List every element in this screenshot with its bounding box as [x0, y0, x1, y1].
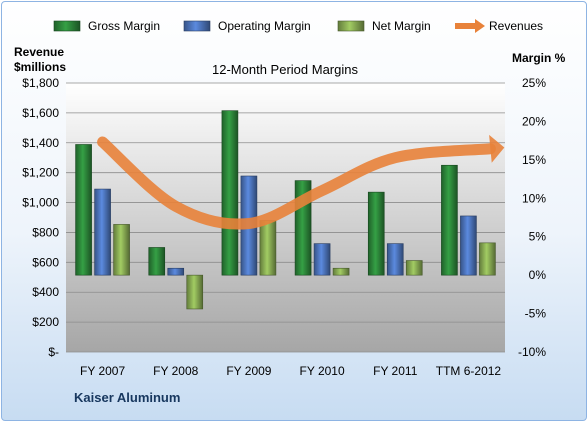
left-tick-label: $1,200: [22, 166, 59, 180]
revenue-line-arrowhead: [489, 134, 505, 163]
bar-gross-margin: [221, 110, 239, 276]
right-tick-label: 0%: [529, 268, 547, 282]
left-tick-label: $200: [32, 315, 59, 329]
legend: Gross Margin Operating Margin Net Margin Re…: [53, 19, 543, 33]
left-tick-label: $600: [32, 255, 59, 269]
bar-gross-margin: [75, 144, 92, 276]
bar-net-margin: [259, 220, 277, 276]
bar-net-margin: [113, 224, 130, 276]
bars-layer: [75, 110, 496, 310]
company-name: Kaiser Aluminum: [74, 390, 181, 405]
left-tick-label: $400: [32, 285, 59, 299]
right-tick-label: 20%: [522, 114, 546, 128]
left-axis-title-line1: Revenue: [14, 45, 64, 59]
right-tick-label: 5%: [529, 230, 547, 244]
chart-title: 12-Month Period Margins: [212, 62, 358, 77]
bar-net-margin: [479, 242, 496, 276]
bar-net-margin: [405, 260, 423, 276]
left-tick-label: $1,000: [22, 196, 59, 210]
bar-operating-margin: [460, 215, 477, 276]
revenue-line: [97, 136, 496, 230]
right-tick-label: -10%: [518, 345, 546, 359]
right-tick-label: 25%: [522, 76, 546, 90]
right-tick-label: 10%: [522, 191, 546, 205]
bar-operating-margin: [94, 188, 111, 276]
legend-label: Operating Margin: [218, 19, 311, 33]
right-axis-title: Margin %: [512, 51, 566, 65]
bar-operating-margin: [167, 267, 185, 276]
legend-label: Net Margin: [372, 19, 431, 33]
category-label: FY 2010: [300, 364, 345, 378]
bar-gross-margin: [148, 247, 166, 276]
legend-swatch-gross-margin: [53, 20, 81, 32]
right-tick-label: -5%: [525, 307, 547, 321]
legend-swatch-operating-margin: [183, 20, 211, 32]
bar-gross-margin: [441, 164, 458, 276]
left-tick-label: $-: [48, 345, 59, 359]
category-label: FY 2007: [80, 364, 125, 378]
line-layer: [97, 134, 505, 230]
bar-gross-margin: [367, 191, 385, 276]
right-tick-label: 15%: [522, 153, 546, 167]
bar-operating-margin: [313, 243, 331, 276]
left-axis-title-line2: $millions: [14, 60, 66, 74]
bar-operating-margin: [386, 243, 404, 276]
legend-label: Gross Margin: [88, 19, 160, 33]
category-label: FY 2008: [153, 364, 198, 378]
plot-area: [66, 83, 505, 352]
left-tick-label: $1,800: [22, 76, 59, 90]
category-label: FY 2011: [373, 364, 418, 378]
legend-label: Revenues: [489, 19, 543, 33]
left-tick-label: $1,600: [22, 106, 59, 120]
bar-net-margin: [186, 274, 204, 310]
category-label: TTM 6-2012: [436, 364, 502, 378]
left-tick-label: $800: [32, 225, 59, 239]
left-tick-label: $1,400: [22, 136, 59, 150]
legend-arrow-revenues: [475, 19, 485, 33]
category-label: FY 2009: [226, 364, 271, 378]
legend-swatch-net-margin: [337, 20, 365, 32]
bar-net-margin: [332, 267, 350, 276]
axis-layer: $- $200 $400 $600 $800 $1,000 $1,200 $1,400 $1,6…: [22, 76, 546, 378]
